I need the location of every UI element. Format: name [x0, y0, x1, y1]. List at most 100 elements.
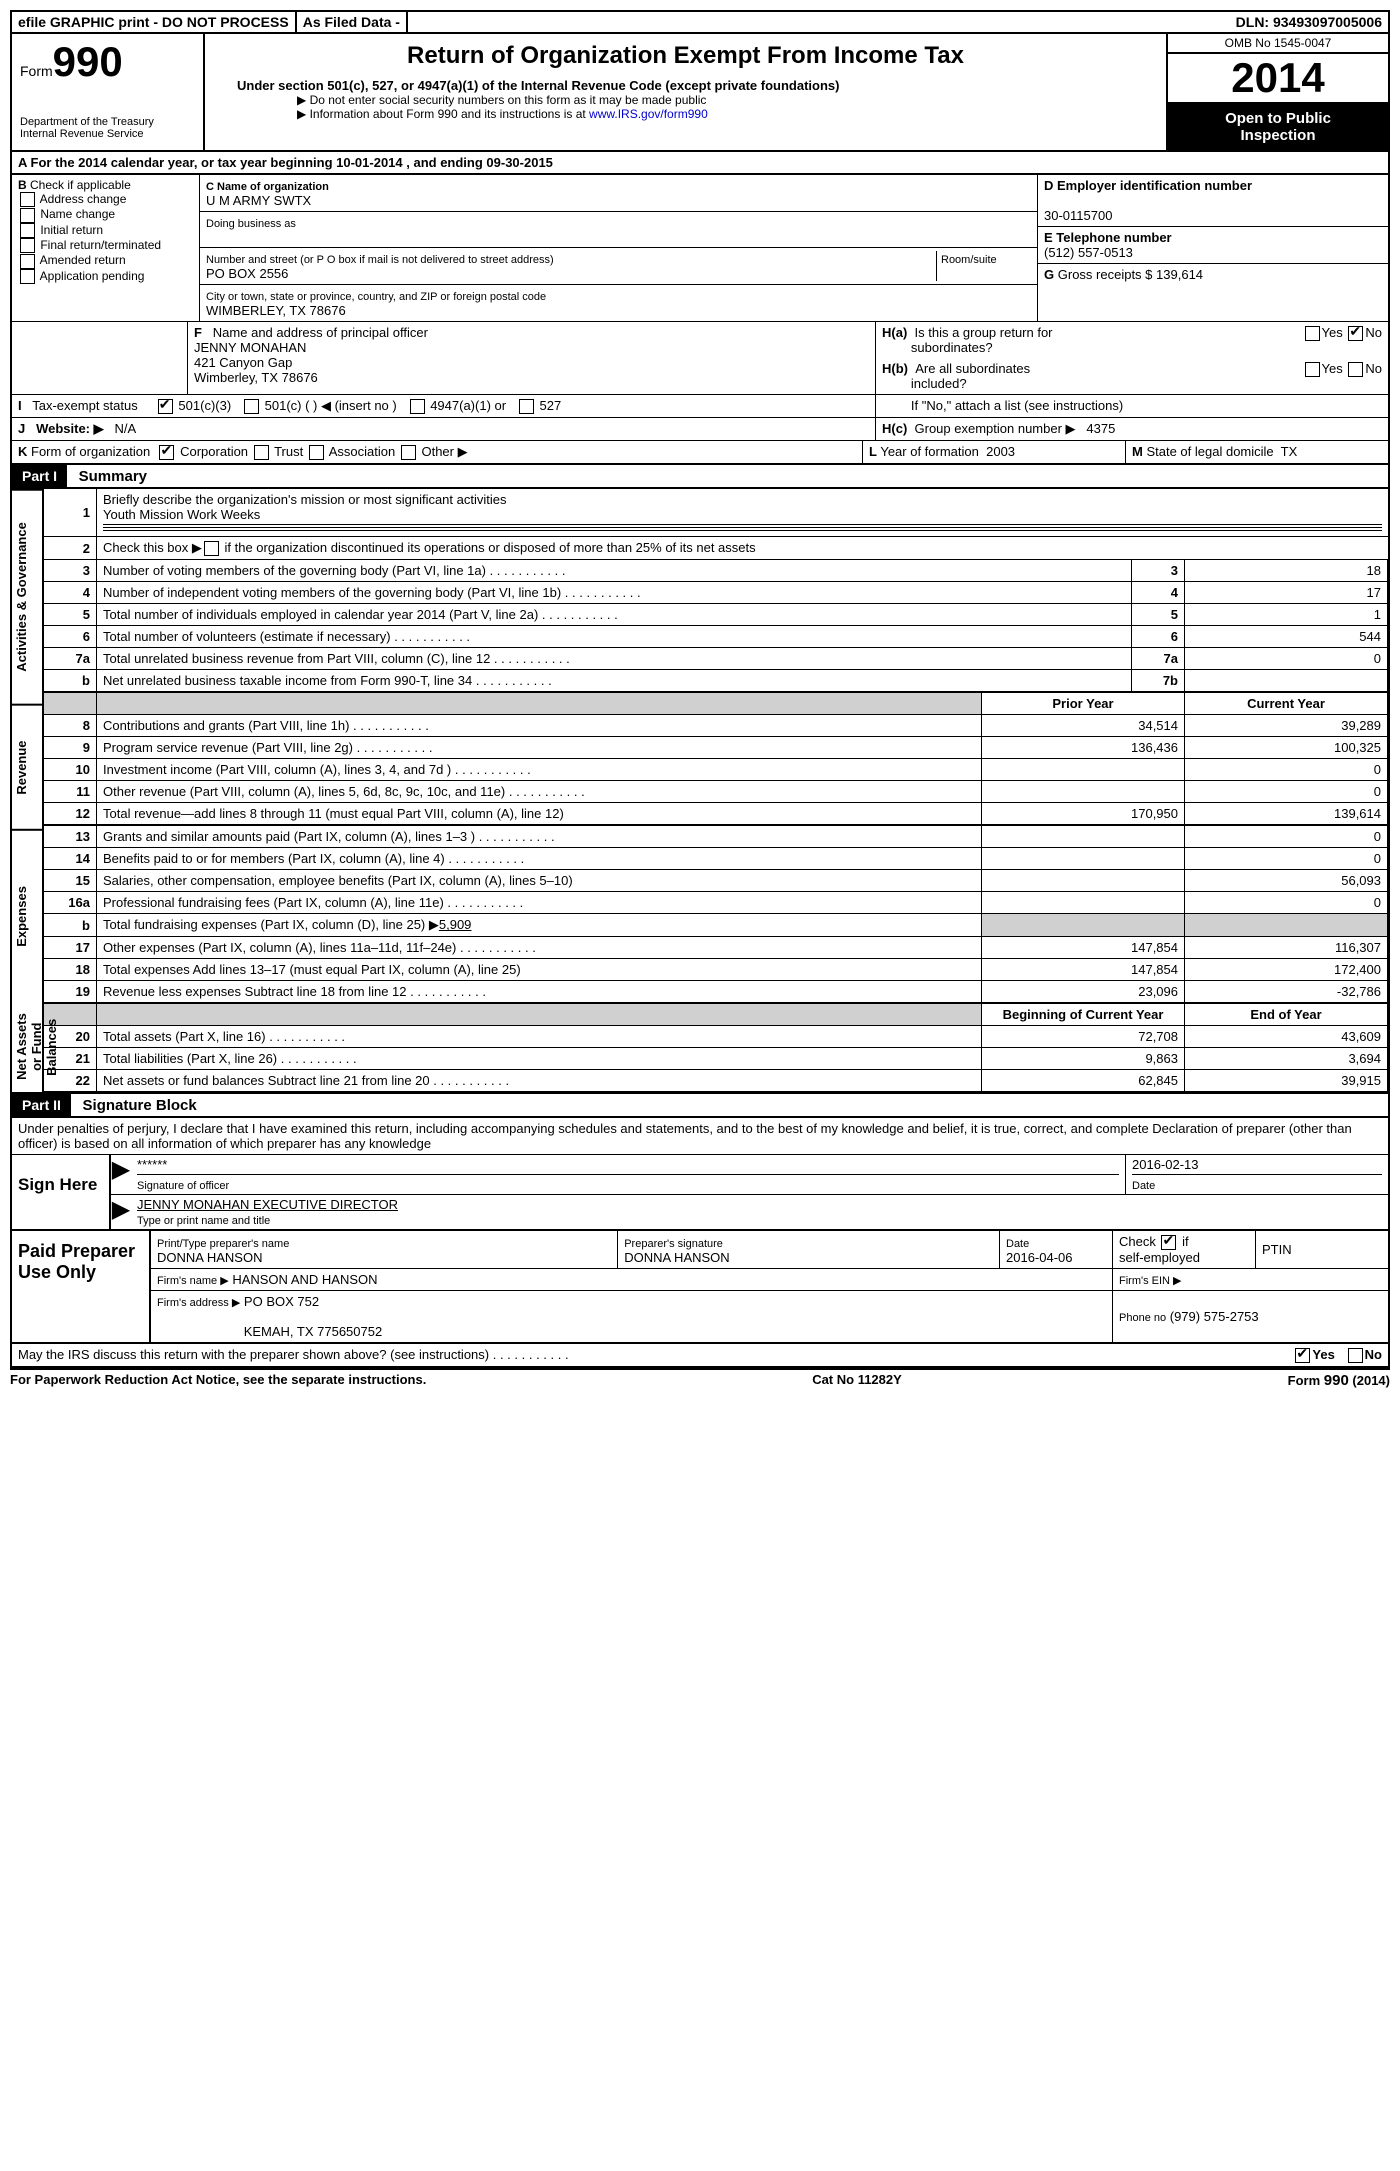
- checkbox-amended-return[interactable]: [20, 254, 35, 269]
- paid-preparer-block: Paid Preparer Use Only Print/Type prepar…: [10, 1231, 1390, 1344]
- f-text: Name and address of principal officer: [213, 325, 428, 340]
- table-row: 4Number of independent voting members of…: [44, 582, 1388, 604]
- ptin-label: PTIN: [1256, 1231, 1389, 1269]
- table-row: 12Total revenue—add lines 8 through 11 (…: [44, 803, 1388, 826]
- note-info-text: ▶ Information about Form 990 and its ins…: [297, 107, 589, 121]
- rev-table: Prior YearCurrent Year 8Contributions an…: [43, 693, 1388, 826]
- checkbox-4947[interactable]: [410, 399, 425, 414]
- checkbox-ha-no[interactable]: [1348, 326, 1363, 341]
- note-ssn: ▶ Do not enter social security numbers o…: [217, 93, 1154, 107]
- b-check-label: Check if applicable: [30, 178, 131, 192]
- table-row: 9Program service revenue (Part VIII, lin…: [44, 737, 1388, 759]
- checkbox-hb-yes[interactable]: [1305, 362, 1320, 377]
- form-title: Return of Organization Exempt From Incom…: [217, 42, 1154, 70]
- sig-label: Signature of officer: [137, 1180, 229, 1192]
- k-text: Form of organization: [31, 444, 150, 459]
- row-text: Number of voting members of the governin…: [103, 563, 565, 578]
- prep-name-label: Print/Type preparer's name: [157, 1238, 289, 1250]
- checkbox-initial-return[interactable]: [20, 223, 35, 238]
- checkbox-final-return[interactable]: [20, 238, 35, 253]
- opt-trust: Trust: [274, 444, 303, 459]
- perjury-text: Under penalties of perjury, I declare th…: [10, 1118, 1390, 1155]
- d-label: D Employer identification number: [1044, 178, 1252, 193]
- checkbox-assoc[interactable]: [309, 445, 324, 460]
- checkbox-application-pending[interactable]: [20, 269, 35, 284]
- footer-right: Form 990 (2014): [1288, 1372, 1390, 1389]
- room-label: Room/suite: [941, 254, 997, 266]
- opt-527: 527: [540, 398, 562, 413]
- prep-sig: DONNA HANSON: [624, 1250, 729, 1265]
- checkbox-discontinued[interactable]: [204, 541, 219, 556]
- table-row: 13Grants and similar amounts paid (Part …: [44, 826, 1388, 848]
- summary-block: Activities & Governance Revenue Expenses…: [10, 489, 1390, 1092]
- part2-title: Signature Block: [75, 1097, 197, 1114]
- l1-label: Briefly describe the organization's miss…: [103, 492, 506, 507]
- table-row: 15Salaries, other compensation, employee…: [44, 870, 1388, 892]
- col-prior: Prior Year: [982, 693, 1185, 715]
- header-center: Return of Organization Exempt From Incom…: [205, 34, 1168, 150]
- firm-phone: (979) 575-2753: [1170, 1309, 1259, 1324]
- checkbox-trust[interactable]: [254, 445, 269, 460]
- gross-receipts: 139,614: [1156, 267, 1203, 282]
- checkbox-hb-no[interactable]: [1348, 362, 1363, 377]
- opt-other: Other ▶: [421, 444, 467, 459]
- checkbox-ha-yes[interactable]: [1305, 326, 1320, 341]
- note-info: ▶ Information about Form 990 and its ins…: [217, 107, 1154, 121]
- footer-mid: Cat No 11282Y: [812, 1372, 902, 1389]
- checkbox-527[interactable]: [519, 399, 534, 414]
- k-label: K: [18, 444, 27, 459]
- b-item-4: Amended return: [40, 253, 126, 267]
- hb-yes: Yes: [1322, 361, 1343, 376]
- part1-header: Part I Summary: [10, 465, 1390, 489]
- table-row: bNet unrelated business taxable income f…: [44, 670, 1388, 693]
- sig-date-label: Date: [1132, 1180, 1155, 1192]
- b-item-3: Final return/terminated: [40, 238, 161, 252]
- table-row: 17Other expenses (Part IX, column (A), l…: [44, 937, 1388, 959]
- checkbox-address-change[interactable]: [20, 192, 35, 207]
- checkbox-501c3[interactable]: [158, 399, 173, 414]
- section-bcdeg: B Check if applicable Address change Nam…: [10, 175, 1390, 322]
- tax-year: 2014: [1168, 54, 1388, 104]
- l-value: 2003: [986, 444, 1015, 459]
- self-employed-cell: Check ifself-employed: [1113, 1231, 1256, 1269]
- checkbox-501c[interactable]: [244, 399, 259, 414]
- checkbox-self-employed[interactable]: [1161, 1235, 1176, 1250]
- part2-header: Part II Signature Block: [10, 1092, 1390, 1118]
- checkbox-other[interactable]: [401, 445, 416, 460]
- irs-link[interactable]: www.IRS.gov/form990: [589, 107, 708, 121]
- form-990-number: 990: [53, 38, 123, 85]
- discuss-no: No: [1365, 1347, 1382, 1362]
- checkbox-discuss-no[interactable]: [1348, 1348, 1363, 1363]
- top-bar: efile GRAPHIC print - DO NOT PROCESS As …: [10, 10, 1390, 34]
- vertical-labels: Activities & Governance Revenue Expenses…: [12, 489, 43, 1092]
- section-deg: D Employer identification number 30-0115…: [1038, 175, 1388, 321]
- j-text: Website: ▶: [36, 421, 104, 436]
- firm-addr-label: Firm's address ▶: [157, 1297, 240, 1309]
- checkbox-discuss-yes[interactable]: [1295, 1348, 1310, 1363]
- table-row: 16aProfessional fundraising fees (Part I…: [44, 892, 1388, 914]
- form-header: Form990 Department of the Treasury Inter…: [10, 34, 1390, 152]
- header-right: OMB No 1545-0047 2014 Open to Public Ins…: [1168, 34, 1388, 150]
- phone-value: (512) 557-0513: [1044, 245, 1133, 260]
- firm-phone-label: Phone no: [1119, 1312, 1166, 1324]
- table-row: 19Revenue less expenses Subtract line 18…: [44, 981, 1388, 1004]
- l-text: Year of formation: [880, 444, 979, 459]
- exp-table: 13Grants and similar amounts paid (Part …: [43, 826, 1388, 1004]
- ha-text: H(a) Is this a group return for subordin…: [882, 325, 1053, 355]
- vlabel-na: Net Assets or Fund Balances: [12, 1002, 42, 1092]
- preparer-table: Print/Type preparer's name DONNA HANSON P…: [151, 1231, 1388, 1342]
- section-j: J Website: ▶ N/A H(c) Group exemption nu…: [10, 418, 1390, 441]
- prep-date: 2016-04-06: [1006, 1250, 1073, 1265]
- table-row: 22Net assets or fund balances Subtract l…: [44, 1070, 1388, 1092]
- prep-sig-label: Preparer's signature: [624, 1238, 723, 1250]
- c-name-label: C Name of organization: [206, 181, 329, 193]
- part1-title: Summary: [71, 468, 147, 485]
- m-label: M: [1132, 444, 1143, 459]
- sig-name: JENNY MONAHAN EXECUTIVE DIRECTOR: [137, 1197, 398, 1212]
- na-table: Beginning of Current YearEnd of Year 20T…: [43, 1004, 1388, 1092]
- checkbox-corp[interactable]: [159, 445, 174, 460]
- ha-yes: Yes: [1322, 325, 1343, 340]
- checkbox-name-change[interactable]: [20, 208, 35, 223]
- hc-cell: H(c) Group exemption number ▶ 4375: [875, 418, 1388, 440]
- section-h: H(a) Is this a group return for subordin…: [876, 322, 1388, 394]
